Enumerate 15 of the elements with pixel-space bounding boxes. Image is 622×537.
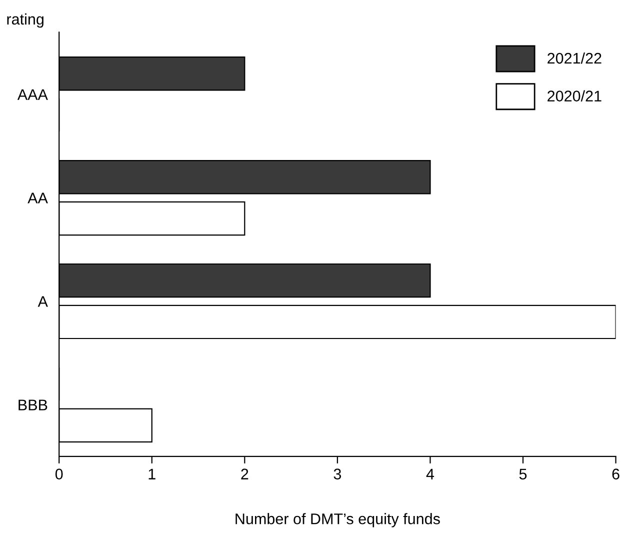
- legend-label: 2021/22: [548, 52, 602, 64]
- x-tick-label: 5: [519, 468, 527, 480]
- legend-label: 2020/21: [548, 90, 602, 102]
- x-tick-label: 6: [612, 468, 620, 480]
- x-tick-label: 4: [426, 468, 434, 480]
- y-axis-title: rating: [7, 13, 44, 28]
- x-tick-label: 0: [55, 468, 63, 480]
- x-tick-label: 3: [334, 468, 342, 480]
- y-tick-label: AA: [28, 192, 48, 204]
- x-tick-label: 1: [148, 468, 156, 480]
- x-tick-label: 2: [241, 468, 248, 480]
- y-tick-label: BBB: [18, 400, 48, 410]
- y-tick-label: AAA: [17, 89, 48, 100]
- x-axis-title: Number of DMT’s equity funds: [236, 513, 440, 528]
- y-tick-label: A: [38, 296, 48, 307]
